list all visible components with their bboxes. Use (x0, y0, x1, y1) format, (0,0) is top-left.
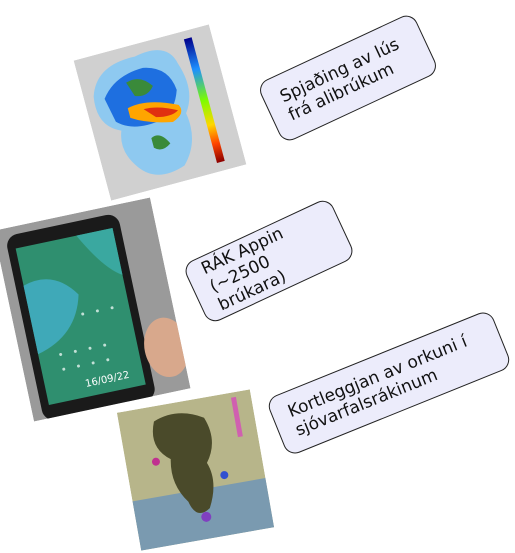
tidal-map-image (116, 389, 275, 551)
lice-map-image (73, 24, 247, 201)
label-box: Kortleggjan av orkuni í sjóvarfalsrákinu… (265, 308, 513, 458)
label-box: Spjaðing av lús frá alibrúkum (256, 11, 440, 145)
label-box: RÁK Appin (∼2500 brúkara) (181, 196, 357, 326)
phone-app-image: 16/09/22 (0, 197, 191, 422)
